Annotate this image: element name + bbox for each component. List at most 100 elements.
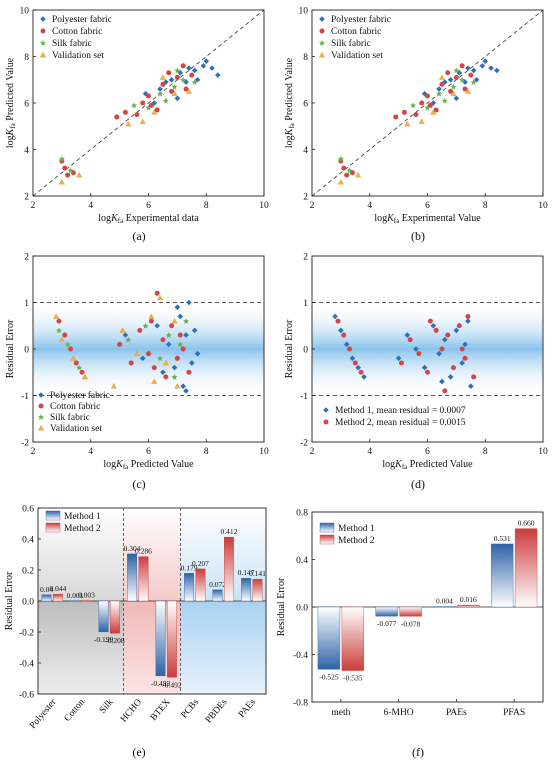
data-point — [442, 388, 448, 394]
legend-swatch — [319, 522, 335, 533]
x-tick-label: PCBs — [179, 697, 201, 720]
x-tick-label: 2 — [310, 201, 315, 211]
y-tick-label: -0.6 — [19, 691, 34, 701]
data-point — [465, 318, 471, 324]
data-point — [421, 364, 428, 371]
bar — [167, 600, 177, 678]
data-point — [73, 360, 79, 366]
legend-label: Silk fabric — [52, 38, 92, 49]
identity-line — [311, 9, 544, 197]
data-point — [163, 374, 169, 380]
data-point — [180, 383, 186, 389]
y-tick-label: 0.0 — [296, 604, 308, 614]
data-point — [358, 369, 364, 375]
bar — [41, 594, 52, 602]
data-point — [162, 359, 169, 366]
data-point — [319, 40, 325, 46]
data-point — [81, 373, 89, 380]
data-point — [436, 90, 443, 97]
y-tick-label: -0.8 — [293, 699, 308, 709]
data-point — [456, 69, 463, 76]
data-point — [355, 171, 362, 178]
data-point — [40, 16, 46, 22]
data-point — [447, 76, 454, 83]
data-point — [494, 67, 500, 74]
data-point — [323, 419, 329, 425]
data-point — [183, 332, 189, 338]
data-point — [482, 58, 489, 64]
data-point — [346, 167, 353, 174]
x-tick-label: 8 — [483, 447, 488, 457]
region-background — [180, 601, 266, 694]
data-point — [465, 313, 471, 319]
x-tick-label: 4 — [88, 447, 93, 457]
data-point — [40, 28, 46, 34]
data-point — [442, 336, 448, 343]
data-point — [410, 102, 417, 109]
data-point — [67, 167, 74, 174]
data-point — [166, 70, 172, 76]
y-tick-label: 1 — [303, 299, 308, 309]
data-point — [76, 364, 83, 371]
data-point — [438, 74, 445, 80]
data-point — [183, 86, 189, 92]
data-label: 0.04 — [40, 585, 53, 594]
data-point — [56, 318, 62, 324]
y-tick-label: -0.4 — [19, 660, 34, 670]
data-point — [319, 16, 325, 22]
residual-band — [312, 302, 543, 396]
y-tick-label: 6 — [24, 100, 29, 110]
data-point — [160, 81, 166, 87]
data-point — [70, 355, 77, 361]
y-tick-label: -0.4 — [293, 651, 308, 661]
data-point — [68, 346, 74, 352]
data-point — [209, 65, 215, 71]
residual-band — [33, 302, 264, 396]
data-point — [189, 72, 195, 78]
data-point — [338, 327, 344, 334]
data-point — [62, 332, 68, 338]
data-point — [186, 65, 192, 71]
bar — [138, 556, 149, 602]
data-point — [462, 355, 468, 361]
data-label: -0.077 — [377, 619, 397, 628]
bar — [110, 600, 120, 634]
data-point — [64, 341, 71, 348]
data-point — [473, 76, 480, 83]
data-point — [361, 374, 367, 380]
data-label: -0.492 — [162, 680, 182, 689]
data-point — [413, 346, 419, 352]
y-axis-label: logKfa Predicted Value — [5, 57, 17, 148]
panel-c: (c) 2 4 6 8 10 -2 -1 0 1 2 logKfa Predicted Value Re… — [5, 253, 269, 492]
region-background — [180, 508, 266, 601]
bar — [195, 568, 206, 602]
data-point — [79, 369, 85, 375]
y-tick-label: 4 — [303, 146, 308, 156]
legend-swatch — [45, 510, 61, 521]
legend-label: Method 2, mean residual = 0.0015 — [335, 418, 466, 428]
legend-label: Silk fabric — [331, 38, 371, 49]
data-point — [445, 332, 451, 338]
x-tick-label: Silk — [98, 697, 116, 715]
data-point — [174, 95, 181, 102]
data-point — [174, 383, 181, 389]
x-tick-label: 4 — [88, 201, 93, 211]
x-axis-label: logKfa Experimental data — [98, 213, 199, 225]
data-point — [183, 318, 190, 324]
data-point — [433, 107, 439, 113]
bar — [81, 600, 92, 602]
data-point — [347, 346, 353, 352]
data-point — [425, 369, 430, 375]
data-point — [200, 63, 207, 69]
y-tick-label: 10 — [299, 7, 309, 17]
data-point — [154, 290, 160, 296]
data-point — [174, 74, 180, 80]
data-point — [337, 178, 344, 185]
x-tick-label: 6-MHO — [384, 708, 414, 718]
bar — [341, 606, 365, 671]
data-point — [395, 355, 402, 362]
bar — [70, 600, 80, 602]
y-tick-label: 8 — [24, 53, 29, 63]
data-point — [142, 90, 149, 97]
data-point — [464, 88, 471, 94]
